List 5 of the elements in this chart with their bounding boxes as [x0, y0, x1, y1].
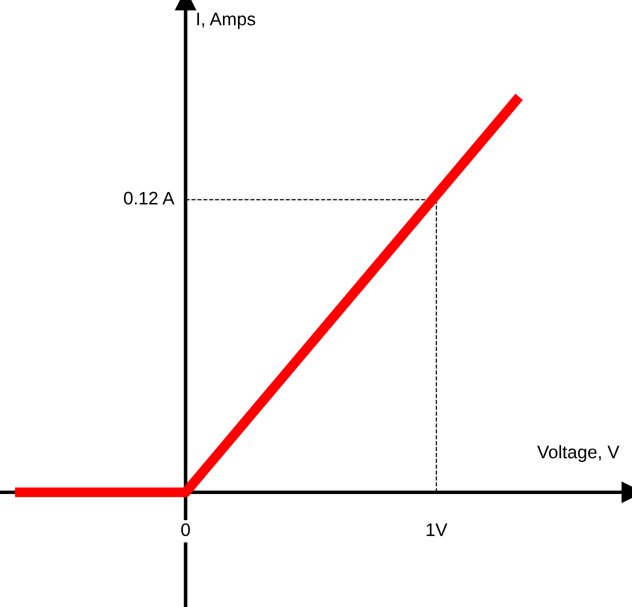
x-tick-label: 0 — [181, 523, 190, 536]
ref-line-label: 0.12 A — [124, 192, 174, 205]
y-axis-title: I, Amps — [197, 12, 256, 29]
x-tick-label: 1V — [426, 524, 448, 536]
x-axis-title: Voltage, V — [537, 445, 620, 462]
